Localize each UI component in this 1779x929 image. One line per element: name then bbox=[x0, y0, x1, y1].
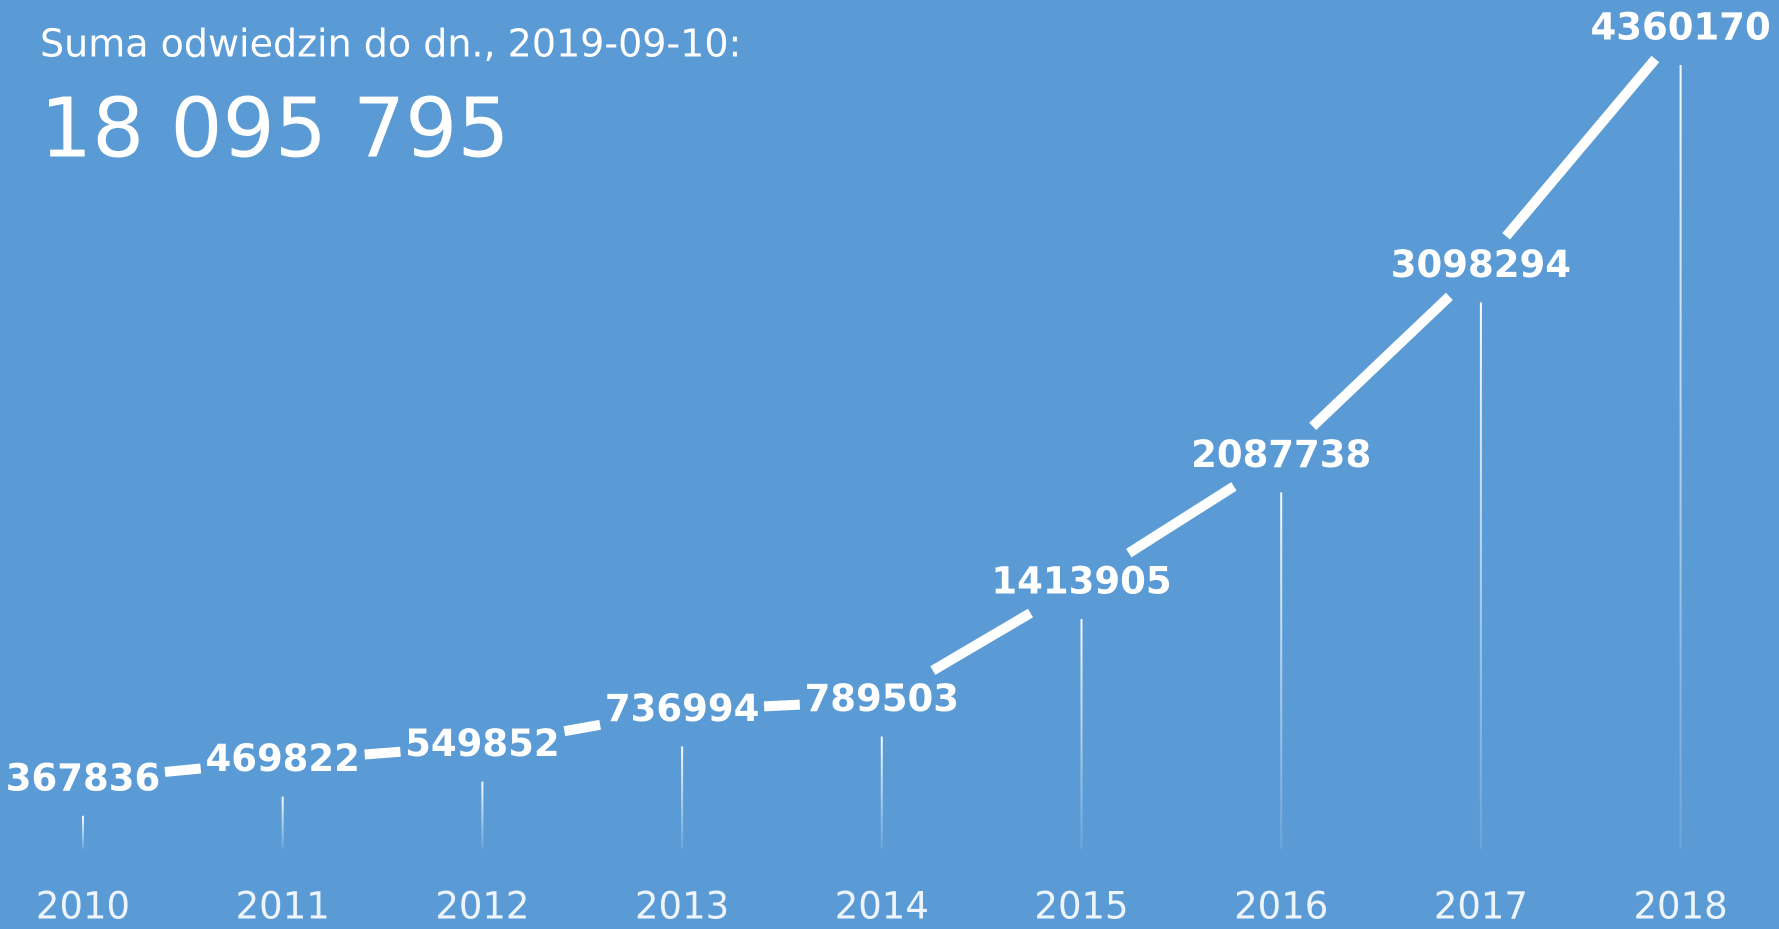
connector bbox=[1309, 292, 1453, 430]
connector bbox=[164, 763, 202, 777]
drop-line bbox=[281, 796, 284, 849]
value-label: 2087738 bbox=[1191, 433, 1371, 476]
value-label: 4360170 bbox=[1590, 6, 1770, 49]
value-label: 469822 bbox=[205, 737, 359, 780]
drop-line bbox=[880, 736, 883, 849]
value-label: 3098294 bbox=[1391, 243, 1571, 286]
drop-line bbox=[681, 746, 684, 849]
drop-line bbox=[1280, 492, 1283, 849]
x-tick-label: 2011 bbox=[236, 885, 330, 928]
x-tick-label: 2012 bbox=[435, 885, 529, 928]
drop-line bbox=[1679, 65, 1682, 849]
x-tick-label: 2016 bbox=[1234, 885, 1328, 928]
value-label: 549852 bbox=[405, 722, 559, 765]
drop-line bbox=[82, 815, 84, 849]
value-label: 736994 bbox=[605, 687, 759, 730]
x-tick-label: 2014 bbox=[835, 885, 929, 928]
connector bbox=[763, 699, 801, 712]
value-label: 789503 bbox=[805, 677, 959, 720]
connector bbox=[563, 719, 601, 737]
connector bbox=[1126, 482, 1237, 558]
value-label: 1413905 bbox=[991, 560, 1171, 603]
connector bbox=[1502, 55, 1660, 240]
connector bbox=[930, 608, 1034, 675]
x-tick-label: 2010 bbox=[36, 885, 130, 928]
headline: 18 095 795 bbox=[40, 81, 510, 176]
drop-line bbox=[1479, 302, 1482, 849]
drop-line bbox=[1080, 619, 1083, 849]
connector bbox=[364, 746, 401, 760]
value-label: 367836 bbox=[6, 756, 160, 799]
x-tick-label: 2015 bbox=[1034, 885, 1128, 928]
chart-title: Suma odwiedzin do dn., 2019-09-10: bbox=[40, 22, 741, 66]
x-tick-label: 2013 bbox=[635, 885, 729, 928]
drop-line bbox=[481, 781, 484, 849]
x-tick-label: 2018 bbox=[1634, 885, 1728, 928]
x-tick-label: 2017 bbox=[1434, 885, 1528, 928]
